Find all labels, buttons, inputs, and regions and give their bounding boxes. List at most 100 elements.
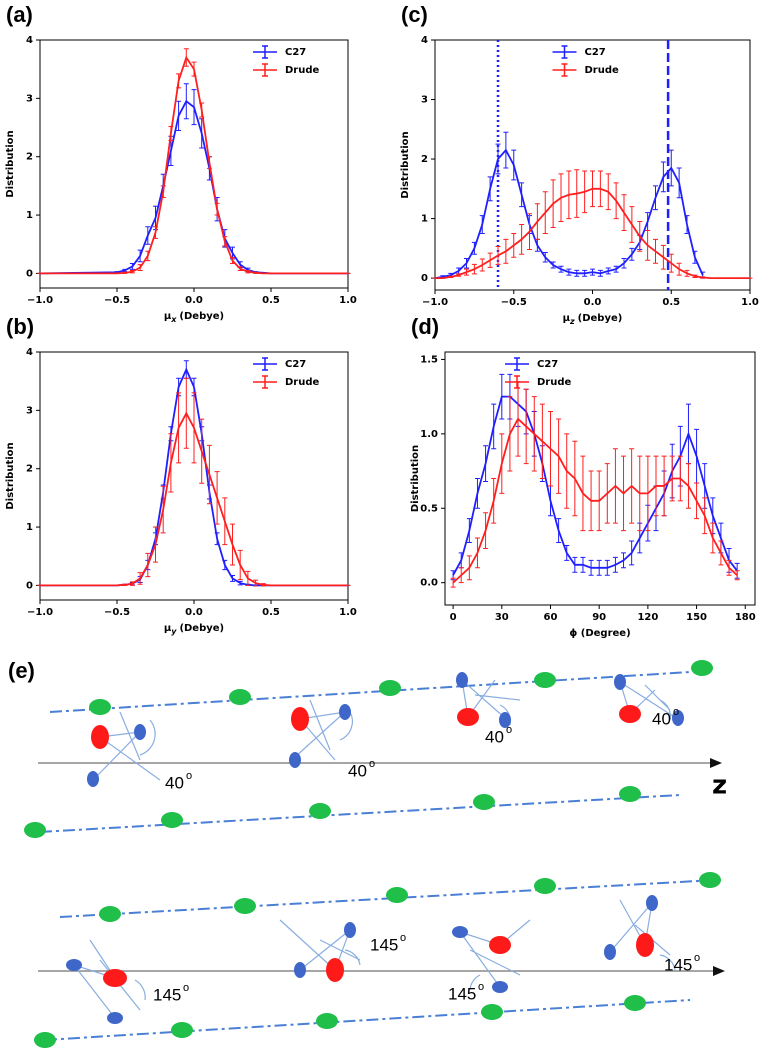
error-bar [122,268,128,273]
error-bar [491,478,497,524]
error-bar [556,418,562,494]
error-bar [574,169,580,218]
y-tick-label: 2 [26,152,33,163]
error-bar [702,497,708,535]
error-bar [168,125,174,141]
x-tick-label: 0.5 [662,297,680,308]
legend-label: Drude [285,65,320,76]
x-tick-label: 1.0 [741,297,759,308]
error-bar [566,170,572,220]
y-tick-label: 2 [421,154,428,165]
error-bar [534,203,540,240]
error-bar [503,238,509,264]
error-bar [137,249,143,263]
error-bar [590,268,595,276]
x-axis-label-part: x [170,315,177,324]
error-bar [582,170,588,214]
degree-mark: o [183,982,189,994]
error-bar [660,244,666,270]
error-bar [479,258,485,272]
error-bar [222,559,228,571]
error-bar [677,455,683,502]
panel-label: (d) [411,314,439,339]
error-bar [458,567,464,584]
error-bar [176,73,182,89]
x-tick-label: 60 [544,612,558,623]
y-tick-label: 0 [421,273,428,284]
diagram: (e) z 40 o 40 o 40 o 40 [8,658,727,1048]
y-tick-label: 2 [26,464,33,475]
x-tick-label: 0 [450,612,457,623]
error-bar [612,448,618,524]
x-tick-label: −1.0 [27,607,53,618]
error-bar [604,463,610,524]
x-axis-label: μx (Debye) [164,311,224,324]
error-bar [700,276,706,279]
plot-frame [39,39,349,289]
panel-label: (a) [6,2,33,27]
angle-label: 40 [348,761,367,780]
error-bar [499,433,505,494]
legend-label: Drude [285,377,320,388]
error-bar [129,269,135,274]
error-bar [122,271,128,274]
error-bar [558,173,564,223]
error-bar [653,238,658,264]
error-bar [519,224,525,255]
error-bar [483,512,489,549]
error-bar [629,206,635,243]
panel-label: (e) [8,658,35,683]
angle-label: 145 [370,935,398,954]
error-bar [612,556,618,573]
x-tick-label: 1.0 [339,295,357,306]
x-tick-label: 0.5 [262,607,280,618]
error-bar [621,552,627,569]
legend-swatch [505,375,529,389]
error-bar [253,271,259,274]
error-bar [734,570,740,581]
legend-swatch [505,357,529,371]
error-bar [676,167,682,199]
error-bar [230,257,235,264]
error-bar [199,102,205,118]
legend-swatch [253,63,277,77]
error-bar [621,455,627,532]
error-bar [527,213,532,251]
x-tick-label: −0.5 [501,297,527,308]
error-bar [214,532,220,546]
x-axis-label-part: (Debye) [179,311,224,322]
angle-label: 40 [652,709,671,728]
error-bar [176,100,182,131]
error-bar [588,470,594,532]
error-bar [574,269,580,277]
chart: (c) −1.0 −0.5 0.0 0.5 1.0 0 1 2 3 4 Distribution μz(… [400,2,759,326]
error-bar [572,440,578,517]
error-bar [214,202,220,216]
y-tick-label: 0 [26,268,33,279]
x-tick-label: 0.0 [584,297,602,308]
error-bar [237,580,243,586]
angle-label: 40 [165,773,184,792]
x-tick-label: −1.0 [422,297,448,308]
error-bar [237,266,243,271]
x-tick-label: −1.0 [27,295,53,306]
axis-label: z [712,771,727,801]
helix-line [39,794,681,833]
y-axis-label: Distribution [5,130,16,197]
error-bar [511,232,517,258]
error-bar [260,583,266,587]
error-bar [684,215,690,234]
y-tick-label: 4 [421,35,428,46]
x-tick-label: −0.5 [104,607,130,618]
red-atoms [103,933,654,987]
arrow-head [713,966,725,976]
degree-mark: o [506,724,512,736]
error-bar [230,523,235,566]
y-tick-label: 1 [421,214,428,225]
degree-mark: o [478,981,484,993]
y-tick-label: 0 [26,580,33,591]
error-bar [558,265,564,273]
error-bar [230,574,235,582]
error-bar [471,241,477,255]
